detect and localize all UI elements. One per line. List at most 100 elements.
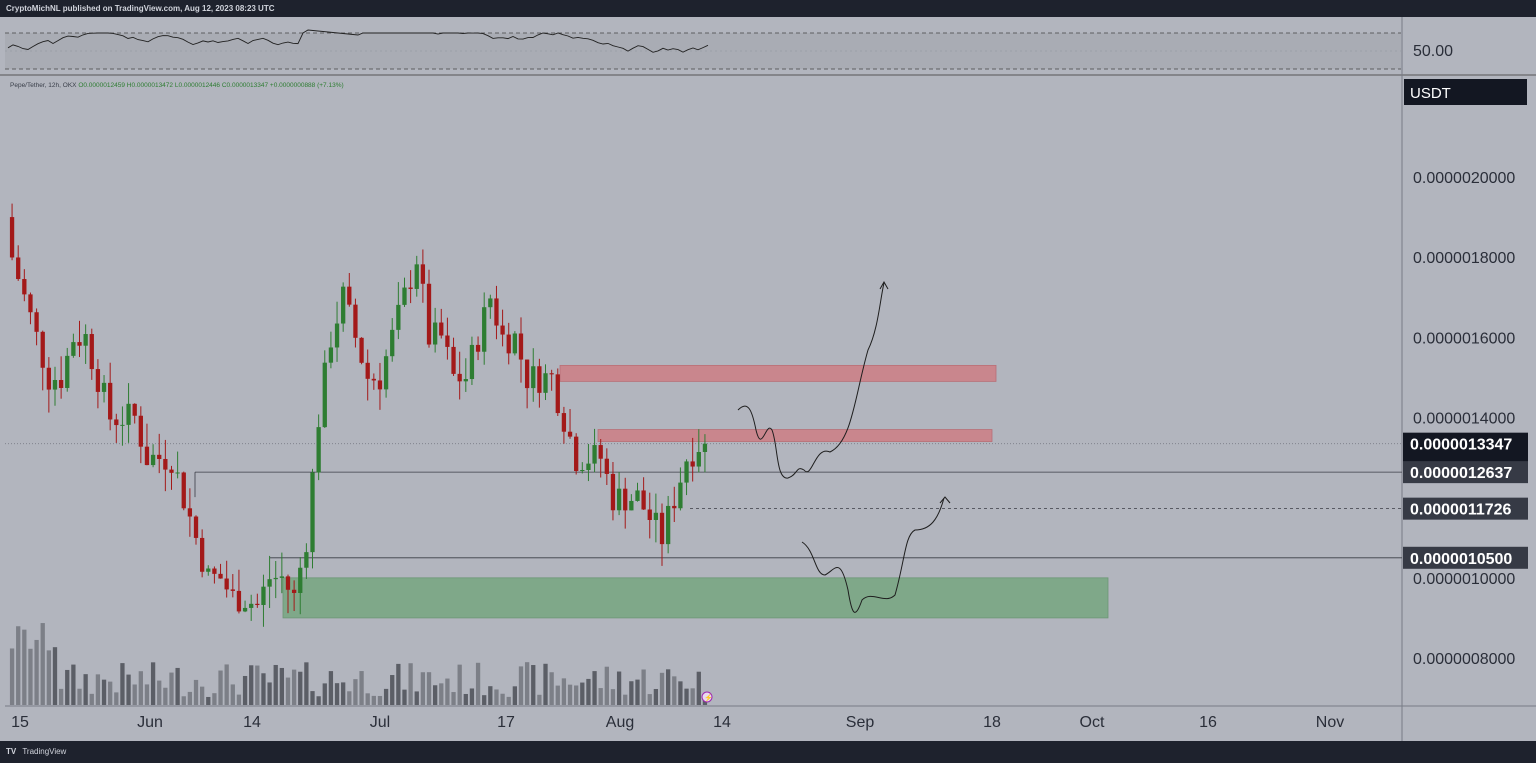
candle-body <box>163 458 168 470</box>
supply-zone <box>559 364 997 382</box>
price-badge-label: 0.0000013347 <box>1410 437 1512 454</box>
volume-bar <box>126 674 131 705</box>
volume-bar <box>396 663 401 705</box>
volume-bar <box>138 671 143 705</box>
volume-bar <box>291 669 297 705</box>
volume-bar <box>273 664 278 705</box>
candle-body <box>236 590 242 612</box>
volume-bar <box>451 692 456 705</box>
volume-bar <box>255 665 260 705</box>
volume-bar <box>457 664 462 705</box>
symbol-info: Pepe/Tether, 12h, OKX O0.0000012459 H0.0… <box>10 82 344 89</box>
candle-body <box>298 567 303 593</box>
candle-body <box>518 333 524 360</box>
oscillator-pane <box>0 18 1536 76</box>
projection-paths <box>737 280 951 613</box>
candle-body <box>561 413 567 432</box>
symbol-name: Pepe/Tether, 12h, OKX <box>10 82 77 89</box>
volume-bar <box>341 682 346 705</box>
volume-bar <box>567 684 573 705</box>
candle-body <box>665 505 671 545</box>
candle-body <box>690 461 695 467</box>
candle-body <box>52 380 58 390</box>
volume-bar <box>40 623 45 705</box>
volume-bar <box>586 678 591 705</box>
candle-body <box>34 312 39 332</box>
volume-bar <box>696 671 701 705</box>
volume-bar <box>9 648 15 705</box>
candle-body <box>212 568 217 574</box>
candle-body <box>678 482 683 509</box>
volume-bar <box>469 688 475 705</box>
candle-body <box>175 472 180 474</box>
volume-bar <box>58 688 64 705</box>
candle-body <box>169 469 174 473</box>
volume-bar <box>592 671 597 705</box>
candle-body <box>261 586 266 605</box>
candle-body <box>592 445 597 464</box>
candle-body <box>150 454 156 466</box>
event-marker-icon[interactable] <box>701 691 713 703</box>
volume-bar <box>445 678 450 705</box>
volume-bar <box>420 672 426 705</box>
candle-body <box>524 359 530 389</box>
candle-body <box>623 488 628 511</box>
candle-body <box>310 472 315 553</box>
candle-body <box>28 294 33 313</box>
candle-body <box>126 403 131 425</box>
volume-bar <box>512 686 518 705</box>
price-axis[interactable]: 0.0000020000 0.0000018000 0.0000016000 0.00… <box>1413 170 1515 668</box>
tradingview-logo-icon[interactable]: TV <box>6 747 17 756</box>
volume-bar <box>199 686 205 705</box>
volume-bar <box>242 675 248 705</box>
volume-bar <box>46 650 52 705</box>
volume-bar <box>236 694 242 705</box>
volume-bar <box>647 694 652 705</box>
volume-bar <box>108 681 113 705</box>
open-value: O0.0000012459 <box>78 82 125 89</box>
candle-body <box>383 356 389 390</box>
candle-body <box>206 568 211 572</box>
candle-body <box>549 373 554 375</box>
candle-body <box>445 335 450 347</box>
time-tick-label: 15 <box>11 714 29 731</box>
price-tick-label: 0.0000008000 <box>1413 651 1515 668</box>
time-tick-label: Nov <box>1316 714 1344 731</box>
candle-body <box>218 573 223 579</box>
candle-body <box>390 329 395 357</box>
candle-body <box>702 443 708 452</box>
candle-body <box>108 382 113 420</box>
time-tick-label: 14 <box>243 714 261 731</box>
volume-bar <box>316 696 321 705</box>
volume-bar <box>224 664 229 705</box>
volume-bar <box>653 688 659 705</box>
time-tick-label: Jun <box>137 714 163 731</box>
time-axis[interactable]: 15 Jun 14 Jul 17 Aug 14 Sep 18 Oct 16 Nov <box>11 714 1344 731</box>
time-tick-label: 14 <box>713 714 731 731</box>
high-value: H0.0000013472 <box>126 82 174 89</box>
candle-body <box>482 307 487 352</box>
volume-bar <box>678 681 683 705</box>
volume-bar <box>89 693 94 705</box>
candle-body <box>83 334 88 346</box>
time-tick-label: Aug <box>606 714 634 731</box>
candle-body <box>77 342 82 346</box>
currency-label[interactable]: USDT <box>1410 85 1451 102</box>
volume-bar <box>524 662 530 705</box>
candle-body <box>408 287 413 289</box>
volume-bar <box>16 626 21 705</box>
change-value: +0.0000000888 (+7.13%) <box>269 82 344 89</box>
candle-body <box>488 298 493 308</box>
volume-bar <box>101 679 107 705</box>
candle-body <box>506 334 511 354</box>
candle-body <box>555 374 560 414</box>
candle-body <box>432 322 438 345</box>
candle-body <box>420 264 426 284</box>
candle-body <box>187 508 193 517</box>
volume-bar <box>267 682 272 705</box>
candle-body <box>543 373 548 393</box>
volume-bar <box>328 671 334 705</box>
volume-bar <box>482 695 487 705</box>
footer-brand[interactable]: TradingView <box>22 747 67 756</box>
